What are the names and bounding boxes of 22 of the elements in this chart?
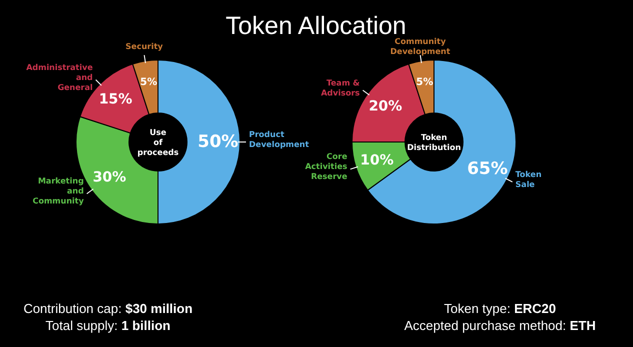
slice-label: Community Development (390, 37, 450, 56)
slice-label: Product Development (249, 130, 310, 149)
data-label: 5% (416, 77, 434, 88)
slice-label: Security (126, 42, 164, 52)
data-label: 20% (368, 98, 402, 115)
text: Use of proceeds (137, 128, 179, 156)
slice-label: Team & Advisors (320, 78, 360, 98)
text: Total supply: 1 billion (46, 318, 171, 333)
text: Contribution cap: $30 million (23, 301, 193, 316)
text: Token Distribution (407, 132, 462, 152)
data-label: 65% (467, 159, 508, 180)
slice-label: Administrative and General (26, 62, 94, 92)
slice-label: Marketing and Community (32, 176, 85, 206)
text: Accepted purchase method: ETH (404, 318, 596, 333)
data-label: 50% (198, 132, 238, 152)
text: Token type: ERC20 (444, 301, 556, 316)
data-label: 10% (360, 152, 394, 169)
slice-label: Core Activities Reserve (305, 152, 348, 182)
data-label: 15% (98, 92, 132, 108)
slice-label: Token Sale (515, 170, 542, 189)
data-label: 30% (92, 169, 126, 186)
data-label: 5% (140, 77, 158, 88)
